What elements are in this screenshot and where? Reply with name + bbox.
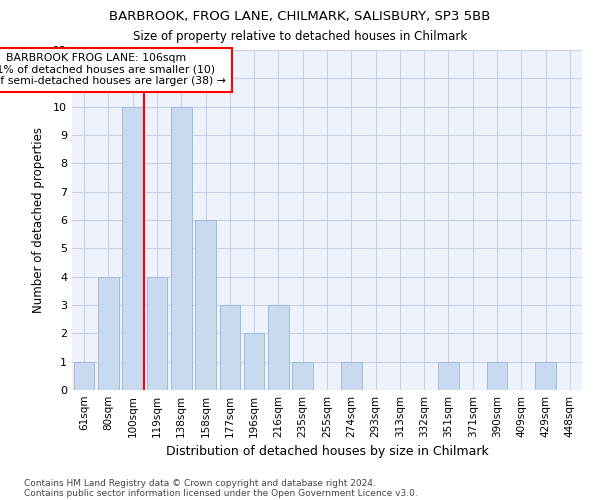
Bar	[268, 305, 289, 390]
Bar	[244, 334, 265, 390]
Bar	[98, 276, 119, 390]
Bar	[171, 106, 191, 390]
Bar	[74, 362, 94, 390]
X-axis label: Distribution of detached houses by size in Chilmark: Distribution of detached houses by size …	[166, 446, 488, 458]
Text: Size of property relative to detached houses in Chilmark: Size of property relative to detached ho…	[133, 30, 467, 43]
Bar	[122, 106, 143, 390]
Text: Contains HM Land Registry data © Crown copyright and database right 2024.: Contains HM Land Registry data © Crown c…	[24, 478, 376, 488]
Text: Contains public sector information licensed under the Open Government Licence v3: Contains public sector information licen…	[24, 488, 418, 498]
Bar	[292, 362, 313, 390]
Text: BARBROOK FROG LANE: 106sqm
← 21% of detached houses are smaller (10)
79% of semi: BARBROOK FROG LANE: 106sqm ← 21% of deta…	[0, 53, 226, 86]
Bar	[341, 362, 362, 390]
Bar	[195, 220, 216, 390]
Bar	[146, 276, 167, 390]
Bar	[220, 305, 240, 390]
Y-axis label: Number of detached properties: Number of detached properties	[32, 127, 44, 313]
Bar	[487, 362, 508, 390]
Bar	[535, 362, 556, 390]
Bar	[438, 362, 459, 390]
Text: BARBROOK, FROG LANE, CHILMARK, SALISBURY, SP3 5BB: BARBROOK, FROG LANE, CHILMARK, SALISBURY…	[109, 10, 491, 23]
